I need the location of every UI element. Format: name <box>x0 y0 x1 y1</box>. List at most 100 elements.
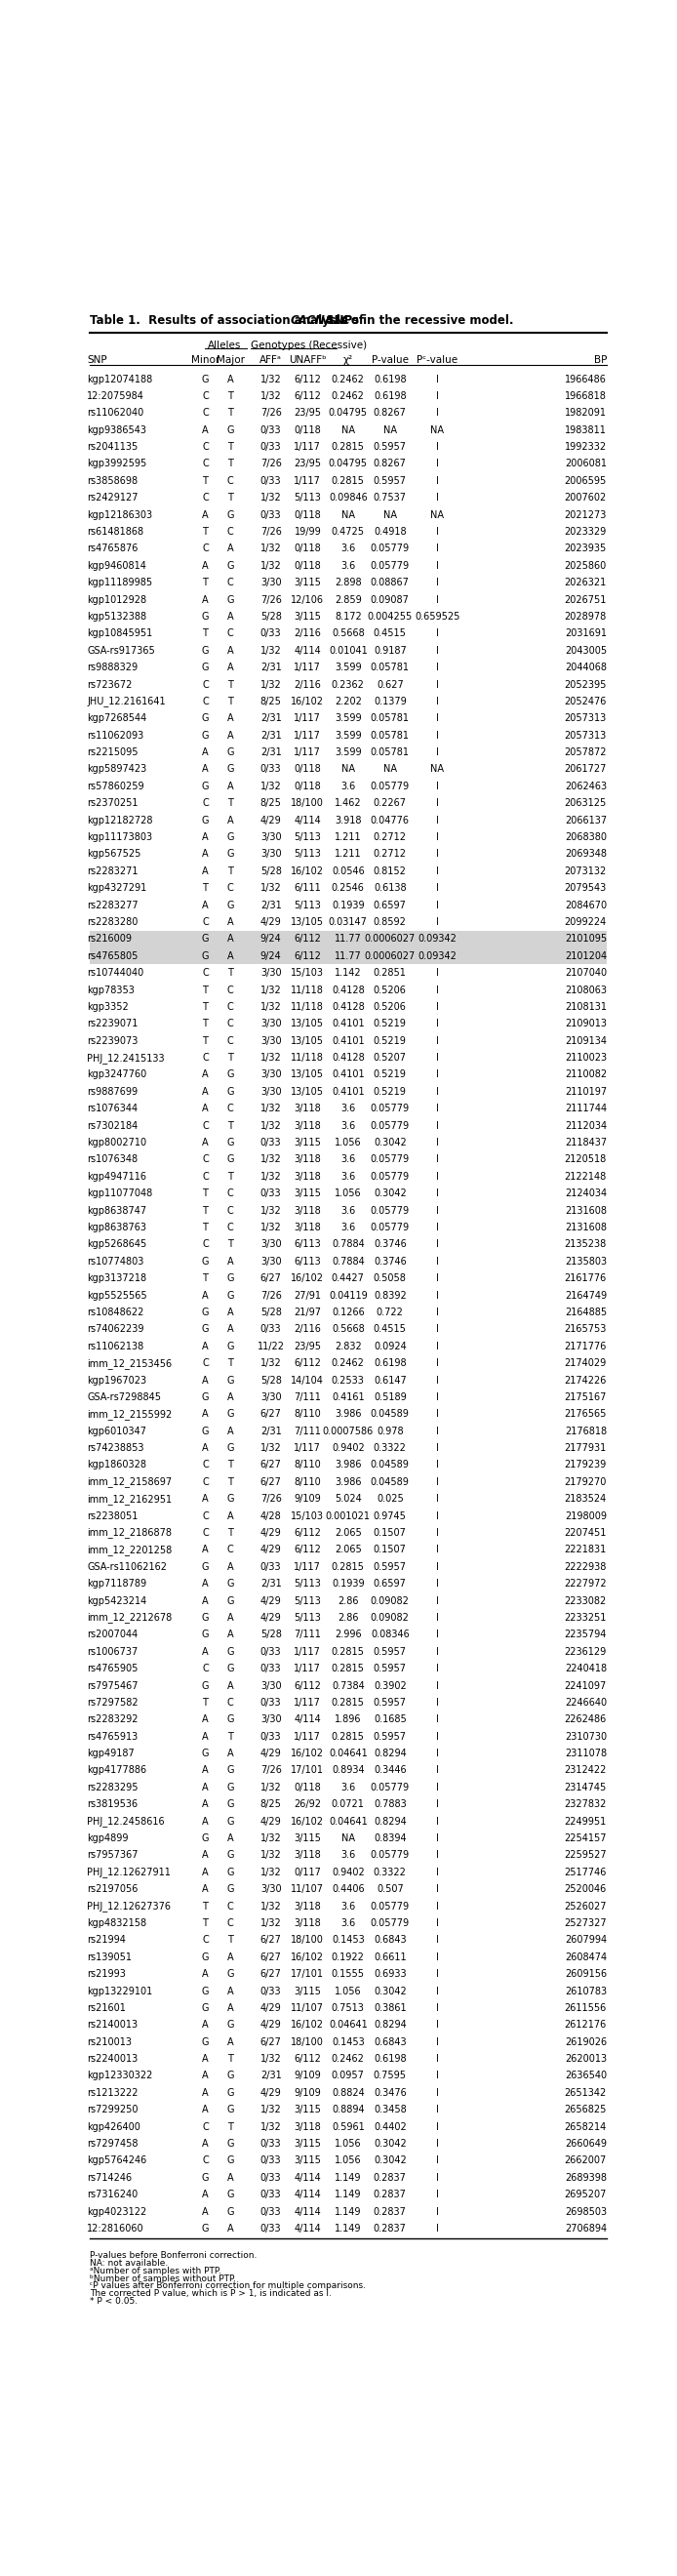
Text: 2607994: 2607994 <box>565 1935 607 1945</box>
Text: I: I <box>436 1680 439 1690</box>
Text: 2057313: 2057313 <box>565 714 607 724</box>
Text: G: G <box>227 1868 234 1878</box>
Text: A: A <box>227 2038 234 2048</box>
Text: 0.1453: 0.1453 <box>332 2038 364 2048</box>
Text: 9/109: 9/109 <box>294 1494 321 1504</box>
Text: 1/32: 1/32 <box>260 374 282 384</box>
Text: 2176565: 2176565 <box>565 1409 607 1419</box>
Text: 7/26: 7/26 <box>260 407 282 417</box>
Text: T: T <box>227 1054 234 1064</box>
Text: 3/118: 3/118 <box>294 1172 321 1182</box>
Text: 8/25: 8/25 <box>260 799 282 809</box>
Text: I: I <box>436 1868 439 1878</box>
Text: C: C <box>227 1188 234 1198</box>
Text: I: I <box>436 1273 439 1283</box>
Text: 6/112: 6/112 <box>294 1546 321 1556</box>
Text: A: A <box>202 1597 209 1605</box>
Text: T: T <box>227 680 234 690</box>
Text: 2241097: 2241097 <box>565 1680 607 1690</box>
Text: Minor: Minor <box>191 355 219 363</box>
Text: T: T <box>227 443 234 451</box>
Text: T: T <box>227 1476 234 1486</box>
Text: I: I <box>436 1476 439 1486</box>
Text: kgp426400: kgp426400 <box>87 2123 141 2133</box>
Text: 2/31: 2/31 <box>260 732 282 739</box>
Text: I: I <box>436 1816 439 1826</box>
Text: C: C <box>202 917 209 927</box>
Text: 0.04589: 0.04589 <box>370 1476 410 1486</box>
Text: 1/32: 1/32 <box>260 2105 282 2115</box>
Text: 4/114: 4/114 <box>294 817 321 824</box>
Text: 0.4725: 0.4725 <box>332 528 365 536</box>
Text: 2233082: 2233082 <box>565 1597 607 1605</box>
Text: 1/32: 1/32 <box>260 562 282 572</box>
Text: A: A <box>227 662 234 672</box>
Text: 0.627: 0.627 <box>376 680 403 690</box>
Text: 3/115: 3/115 <box>294 1986 321 1996</box>
Text: C: C <box>202 1664 209 1674</box>
Text: 0.6597: 0.6597 <box>374 899 406 909</box>
Text: 6/112: 6/112 <box>294 951 321 961</box>
Text: 2.898: 2.898 <box>334 577 362 587</box>
Text: A: A <box>202 1731 209 1741</box>
Text: A: A <box>202 1409 209 1419</box>
Text: 1982091: 1982091 <box>565 407 607 417</box>
Text: 0.0007586: 0.0007586 <box>322 1427 374 1435</box>
Text: 0.1555: 0.1555 <box>332 1968 365 1978</box>
Text: T: T <box>227 392 234 402</box>
Text: G: G <box>202 1834 209 1844</box>
Text: kgp4832158: kgp4832158 <box>87 1919 147 1927</box>
Text: G: G <box>227 1765 234 1775</box>
Text: 0.9187: 0.9187 <box>374 647 406 654</box>
Text: 1/32: 1/32 <box>260 1121 282 1131</box>
Text: 16/102: 16/102 <box>291 1749 324 1759</box>
Text: 16/102: 16/102 <box>291 1953 324 1963</box>
Text: 6/112: 6/112 <box>294 1358 321 1368</box>
Text: A: A <box>227 917 234 927</box>
Text: 0/33: 0/33 <box>261 1646 282 1656</box>
Text: rs21994: rs21994 <box>87 1935 126 1945</box>
Text: 8/25: 8/25 <box>260 1801 282 1808</box>
Text: G: G <box>227 2089 234 2097</box>
Text: C: C <box>202 407 209 417</box>
Text: G: G <box>202 2223 209 2233</box>
Text: 0.2837: 0.2837 <box>374 2208 406 2215</box>
Text: 2222938: 2222938 <box>565 1561 607 1571</box>
Text: 3/115: 3/115 <box>294 1834 321 1844</box>
Text: I: I <box>436 1749 439 1759</box>
Text: 0.5219: 0.5219 <box>374 1069 406 1079</box>
Text: rs2238051: rs2238051 <box>87 1512 138 1520</box>
Text: 0/33: 0/33 <box>261 765 282 775</box>
Text: C: C <box>202 544 209 554</box>
Text: 2179270: 2179270 <box>565 1476 607 1486</box>
Text: 1/32: 1/32 <box>260 647 282 654</box>
Text: 0.4406: 0.4406 <box>332 1886 364 1893</box>
Text: 0.3322: 0.3322 <box>374 1443 406 1453</box>
Text: rs216009: rs216009 <box>87 935 132 943</box>
Text: I: I <box>436 1309 439 1316</box>
Text: 2021273: 2021273 <box>565 510 607 520</box>
Text: 0.8392: 0.8392 <box>374 1291 406 1301</box>
Text: G: G <box>202 1986 209 1996</box>
Text: 2/116: 2/116 <box>294 629 321 639</box>
Text: 1/32: 1/32 <box>260 2123 282 2133</box>
Text: C: C <box>202 1172 209 1182</box>
Text: 1.149: 1.149 <box>334 2172 362 2182</box>
Text: 0.4515: 0.4515 <box>374 629 406 639</box>
Text: 0.3042: 0.3042 <box>374 2156 406 2166</box>
Text: 2026751: 2026751 <box>565 595 607 605</box>
Text: A: A <box>202 1886 209 1893</box>
Text: G: G <box>227 832 234 842</box>
Text: 2110197: 2110197 <box>565 1087 607 1097</box>
Text: T: T <box>202 1020 208 1028</box>
Text: G: G <box>227 1783 234 1793</box>
Text: 2057872: 2057872 <box>564 747 607 757</box>
Text: G: G <box>227 1716 234 1723</box>
Text: 2520046: 2520046 <box>565 1886 607 1893</box>
Text: 0.7513: 0.7513 <box>332 2004 364 2012</box>
Text: 7/26: 7/26 <box>260 1494 282 1504</box>
Text: 0.8894: 0.8894 <box>332 2105 364 2115</box>
Text: I: I <box>436 1698 439 1708</box>
Text: G: G <box>202 817 209 824</box>
Text: 2066137: 2066137 <box>565 817 607 824</box>
